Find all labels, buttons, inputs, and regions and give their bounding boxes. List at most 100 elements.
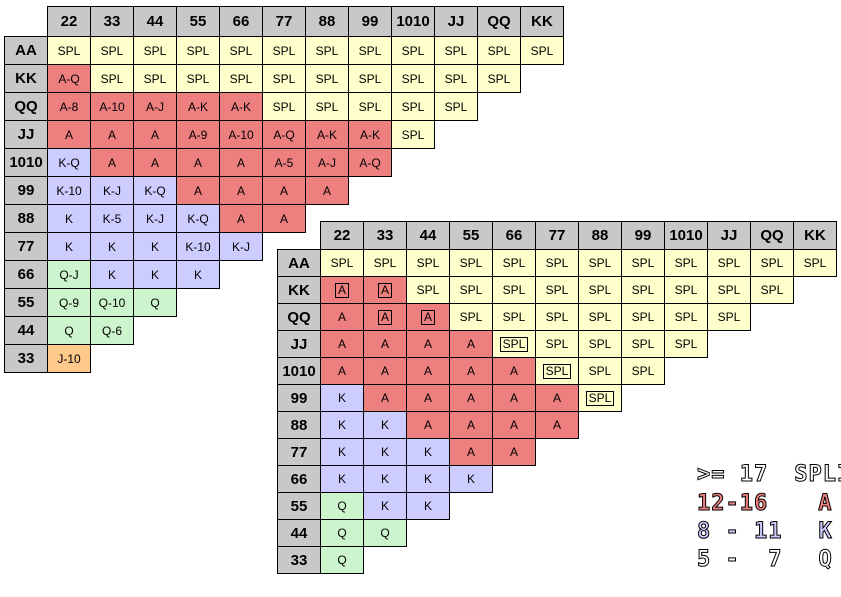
- hand-cell: SPL: [750, 276, 794, 304]
- row-header: 33: [277, 546, 321, 574]
- cell-value: SPL: [358, 71, 382, 86]
- hand-cell: SPL: [535, 276, 579, 304]
- cell-value: SPL: [272, 43, 296, 58]
- cell-value: SPL: [487, 43, 511, 58]
- hand-cell: A: [449, 357, 493, 385]
- legend-action: Q: [818, 547, 833, 573]
- hand-cell: A-J: [133, 92, 177, 121]
- column-header: 44: [133, 6, 177, 37]
- hand-cell: A: [305, 176, 349, 205]
- cell-value: SPL: [229, 43, 253, 58]
- column-header: 44: [406, 221, 450, 250]
- cell-value: A: [423, 418, 432, 432]
- cell-value: SPL: [530, 43, 554, 58]
- column-header: 99: [621, 221, 665, 250]
- column-header: 88: [305, 6, 349, 37]
- cell-value: A: [334, 282, 349, 298]
- row-header: 99: [4, 176, 48, 205]
- cell-value: A: [279, 211, 288, 226]
- hand-cell: Q: [133, 288, 177, 317]
- cell-value: SPL: [401, 43, 425, 58]
- cell-value: SPL: [502, 256, 526, 270]
- cell-value: K-10: [185, 239, 211, 254]
- cell-value: SPL: [186, 71, 210, 86]
- legend-action: SPLIT: [794, 462, 841, 488]
- cell-value: A: [423, 364, 432, 378]
- hand-cell: SPL: [406, 249, 450, 277]
- cell-value: SPL: [401, 71, 425, 86]
- hand-cell: SPL: [176, 36, 220, 65]
- hand-cell: A: [320, 276, 364, 304]
- cell-value: K-10: [56, 183, 82, 198]
- hand-cell: SPL: [578, 303, 622, 331]
- hand-cell: K-Q: [176, 204, 220, 233]
- hand-cell: K-Q: [133, 176, 177, 205]
- hand-cell: SPL: [305, 64, 349, 93]
- row-header: 66: [277, 465, 321, 493]
- cell-value: SPL: [717, 256, 741, 270]
- cell-value: SPL: [760, 283, 784, 297]
- hand-cell: K-10: [176, 232, 220, 261]
- hand-cell: A: [320, 330, 364, 358]
- cell-value: K: [337, 472, 346, 486]
- hand-cell: A: [363, 384, 407, 412]
- cell-value: SPL: [545, 337, 569, 351]
- hand-cell: SPL: [492, 303, 536, 331]
- hand-cell: A: [47, 120, 91, 149]
- cell-value: Q: [380, 526, 390, 540]
- hand-cell: K: [320, 411, 364, 439]
- cell-value: A: [466, 364, 475, 378]
- cell-value: SPL: [401, 127, 425, 142]
- hand-cell: SPL: [90, 64, 134, 93]
- hand-cell: A: [406, 330, 450, 358]
- row-header: 55: [277, 492, 321, 520]
- legend-range: 5 - 7: [696, 547, 783, 573]
- cell-value: K: [337, 445, 346, 459]
- hand-cell: SPL: [219, 36, 263, 65]
- hand-cell: K: [90, 260, 134, 289]
- cell-value: SPL: [444, 43, 468, 58]
- hand-cell: A: [90, 148, 134, 177]
- hand-cell: A-10: [90, 92, 134, 121]
- hand-cell: SPL: [320, 249, 364, 277]
- hand-cell: SPL: [535, 303, 579, 331]
- hand-cell: A: [449, 384, 493, 412]
- row-header: 33: [4, 344, 48, 373]
- cell-value: SPL: [358, 99, 382, 114]
- cell-value: A: [509, 364, 518, 378]
- legend-action: K: [818, 519, 833, 545]
- cell-value: K: [150, 239, 159, 254]
- row-header: 1010: [277, 357, 321, 385]
- cell-value: SPL: [674, 256, 698, 270]
- row-header: 44: [4, 316, 48, 345]
- hand-cell: SPL: [391, 36, 435, 65]
- hand-cell: K: [133, 260, 177, 289]
- row-header: 1010: [4, 148, 48, 177]
- hand-cell: SPL: [348, 36, 392, 65]
- hand-cell: Q-J: [47, 260, 91, 289]
- cell-value: K: [150, 267, 159, 282]
- cell-value: A: [107, 127, 116, 142]
- hand-cell: SPL: [535, 330, 579, 358]
- cell-value: K: [380, 499, 389, 513]
- cell-value: K-J: [232, 239, 250, 254]
- hand-cell: SPL: [621, 276, 665, 304]
- cell-value: SPL: [717, 283, 741, 297]
- hand-cell: A-J: [305, 148, 349, 177]
- cell-value: A: [380, 391, 389, 405]
- hand-cell: A-Q: [47, 64, 91, 93]
- cell-value: Q: [337, 553, 347, 567]
- hand-cell: A: [219, 204, 263, 233]
- cell-value: SPL: [542, 363, 572, 379]
- legend-row-q: 5 - 7 Q: [640, 522, 833, 573]
- hand-cell: SPL: [449, 276, 493, 304]
- hand-cell: A: [492, 384, 536, 412]
- hand-cell: Q: [320, 492, 364, 520]
- cell-value: SPL: [631, 337, 655, 351]
- cell-value: K-J: [146, 211, 164, 226]
- hand-cell: Q: [47, 316, 91, 345]
- hand-cell: K: [320, 465, 364, 493]
- cell-value: SPL: [760, 256, 784, 270]
- hand-cell: K: [363, 465, 407, 493]
- cell-value: SPL: [100, 71, 124, 86]
